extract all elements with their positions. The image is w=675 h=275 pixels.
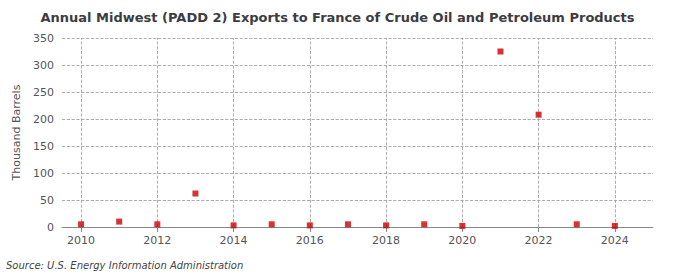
svg-text:2018: 2018 [372,234,400,247]
svg-text:200: 200 [33,113,54,126]
svg-text:250: 250 [33,86,54,99]
svg-text:350: 350 [33,32,54,45]
svg-text:50: 50 [40,194,54,207]
svg-text:300: 300 [33,59,54,72]
svg-text:2010: 2010 [67,234,95,247]
svg-text:150: 150 [33,140,54,153]
svg-text:2012: 2012 [143,234,171,247]
svg-text:2024: 2024 [601,234,629,247]
svg-text:2022: 2022 [525,234,553,247]
svg-text:Thousand Barrels: Thousand Barrels [10,84,23,181]
svg-text:Annual Midwest (PADD 2) Export: Annual Midwest (PADD 2) Exports to Franc… [40,10,634,25]
svg-text:2016: 2016 [296,234,324,247]
svg-text:0: 0 [47,221,54,234]
svg-text:2020: 2020 [448,234,476,247]
svg-text:Source: U.S. Energy Informatio: Source: U.S. Energy Information Administ… [6,260,243,271]
svg-text:100: 100 [33,167,54,180]
svg-text:2014: 2014 [220,234,248,247]
